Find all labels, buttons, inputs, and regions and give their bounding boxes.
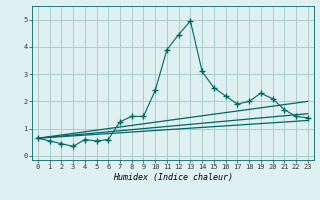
X-axis label: Humidex (Indice chaleur): Humidex (Indice chaleur) [113, 173, 233, 182]
